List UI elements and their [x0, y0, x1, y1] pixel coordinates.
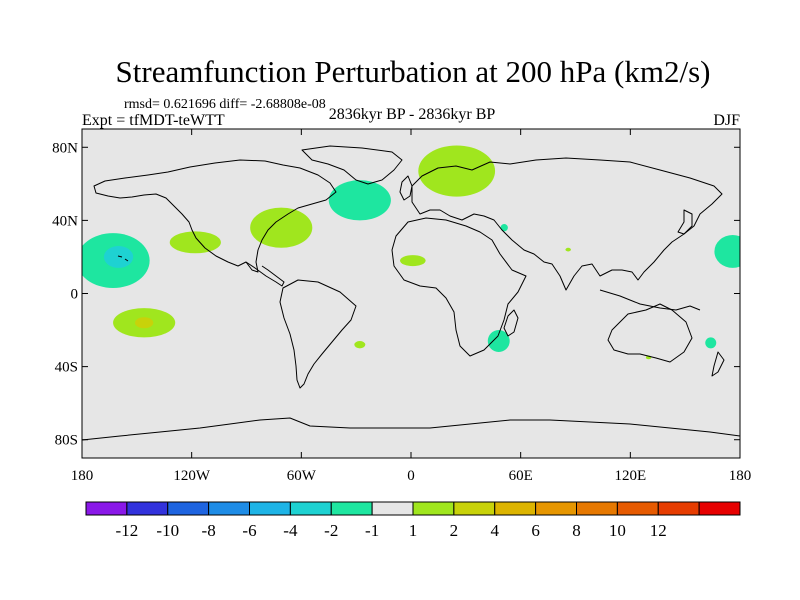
colorbar-label: 10	[609, 521, 626, 540]
coastline-madagascar	[503, 309, 519, 337]
colorbar-swatch-12	[535, 501, 577, 516]
colorbar-swatch-1	[85, 501, 128, 516]
coastline-japan	[677, 209, 693, 235]
colorbar-swatch-14	[616, 501, 659, 516]
colorbar: -12 -10 -8 -6 -4 -2 -1 1 2 4 6 8 10 12	[85, 501, 741, 540]
colorbar-swatch-4	[208, 501, 250, 516]
coastline-north-america	[93, 159, 337, 273]
y-tick-label: 0	[71, 287, 79, 303]
coastline-australia	[607, 303, 693, 363]
period-label: 2836kyr BP - 2836kyr BP	[329, 106, 496, 123]
anomaly-patch-10	[714, 235, 740, 268]
anomaly-patch-6	[418, 145, 496, 197]
coastline-eurasia	[411, 157, 723, 291]
coastline-antarctica	[82, 417, 740, 441]
coastline-greenland	[301, 145, 403, 185]
anomaly-patch-9	[565, 247, 571, 252]
colorbar-label: -12	[116, 521, 139, 540]
y-tick-label: 40S	[55, 360, 78, 376]
colorbar-swatch-15	[657, 501, 700, 516]
y-tick-label: 80N	[52, 140, 78, 156]
colorbar-swatch-10	[453, 501, 496, 516]
colorbar-label: 8	[572, 521, 581, 540]
colorbar-label: 6	[531, 521, 540, 540]
colorbar-swatch-6	[289, 501, 332, 516]
colorbar-swatch-3	[167, 501, 210, 516]
x-tick-label: 120E	[614, 468, 646, 484]
colorbar-label: 4	[491, 521, 500, 540]
map-background	[82, 129, 740, 458]
colorbar-label: -4	[283, 521, 298, 540]
anomaly-patch-5	[328, 180, 391, 221]
colorbar-swatch-16	[698, 501, 741, 516]
colorbar-swatch-11	[494, 501, 537, 516]
experiment-label: Expt = tfMDT-teWTT	[82, 112, 225, 129]
colorbar-label: -10	[156, 521, 179, 540]
axis-layer: 180 120W 60W 0 60E 120E 180 80N 40N 0 40S 80S	[52, 129, 751, 484]
x-tick-label: 120W	[173, 468, 211, 484]
x-tick-label: 60W	[287, 468, 317, 484]
anomaly-patch-13	[354, 341, 366, 349]
colorbar-swatch-7	[330, 501, 373, 516]
season-label: DJF	[713, 112, 740, 129]
coastline-hawaii	[117, 255, 129, 262]
colorbar-label: -1	[365, 521, 379, 540]
x-tick-label: 180	[729, 468, 752, 484]
x-tick-label: 60E	[509, 468, 533, 484]
colorbar-label: 2	[450, 521, 459, 540]
coastlines	[82, 145, 740, 441]
x-tick-label: 180	[71, 468, 94, 484]
anomaly-patch-2	[103, 245, 134, 268]
colorbar-label: 1	[409, 521, 418, 540]
chart-title: Streamfunction Perturbation at 200 hPa (…	[116, 54, 711, 89]
anomaly-patch-8	[500, 224, 508, 232]
coastline-indonesia	[599, 289, 701, 311]
colorbar-label: -8	[202, 521, 216, 540]
x-tick-label: 0	[407, 468, 415, 484]
colorbar-swatch-5	[249, 501, 291, 516]
colorbar-swatch-9	[412, 501, 455, 516]
coastline-africa	[391, 217, 527, 357]
anomaly-patch-15	[705, 337, 717, 349]
coastline-uk	[399, 175, 413, 201]
anomaly-patch-12	[135, 317, 154, 329]
coastline-south-america	[279, 279, 357, 389]
colorbar-label: -6	[242, 521, 256, 540]
anomaly-patch-3	[169, 231, 221, 254]
anomaly-patch-4	[250, 207, 313, 248]
colorbar-swatch-8	[371, 501, 414, 516]
anomaly-patch-14	[487, 330, 510, 352]
y-tick-label: 80S	[55, 433, 78, 449]
colorbar-label: -2	[324, 521, 338, 540]
colorbar-label: 12	[650, 521, 667, 540]
stats-line: rmsd= 0.621696 diff= -2.68808e-08	[124, 97, 326, 112]
colorbar-swatch-2	[126, 501, 169, 516]
coastline-central-america	[245, 261, 285, 287]
anomaly-patch-7	[400, 255, 426, 267]
colorbar-swatch-13	[576, 501, 618, 516]
y-tick-label: 40N	[52, 213, 78, 229]
coastline-new-zealand	[711, 351, 725, 377]
anomaly-layer	[82, 145, 740, 360]
